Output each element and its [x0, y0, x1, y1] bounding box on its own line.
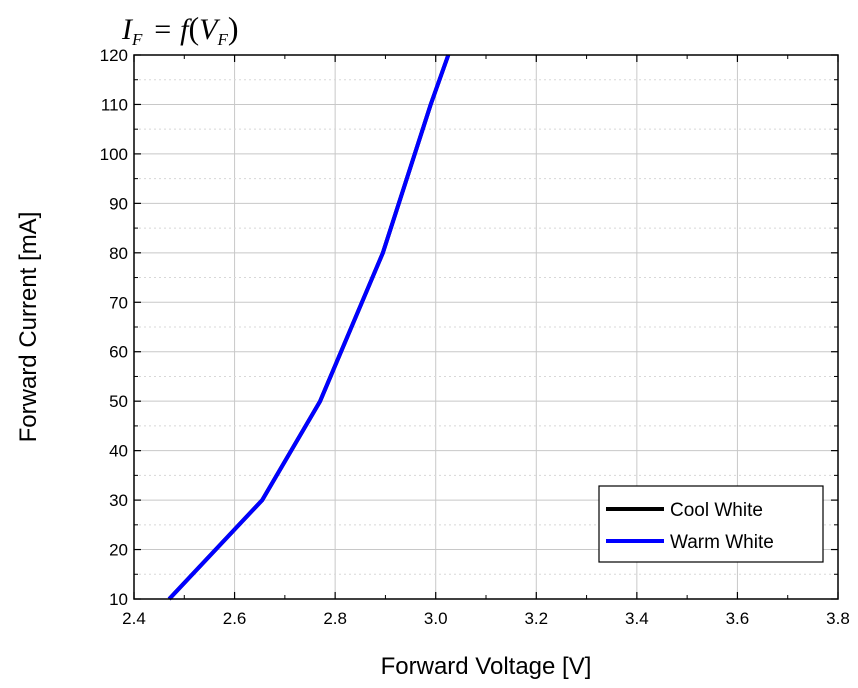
y-tick-label: 80: [109, 244, 128, 263]
formula-close: ): [228, 10, 239, 46]
tick-labels: 2.4 2.6 2.8 3.0 3.2 3.4 3.6 3.8 10 20 30 40 50 60 70 80…: [100, 46, 850, 628]
x-tick-label: 2.8: [323, 609, 347, 628]
svg-text:IF= f(VF): IF = f(VF): [121, 10, 239, 49]
formula-var: V: [199, 13, 221, 46]
y-tick-label: 40: [109, 442, 128, 461]
formula-lhs-sub: F: [131, 30, 143, 49]
x-axis-title: Forward Voltage [V]: [381, 653, 592, 680]
x-tick-label: 3.4: [625, 609, 649, 628]
y-tick-label: 70: [109, 293, 128, 312]
y-tick-label: 30: [109, 491, 128, 510]
x-tick-label: 3.6: [726, 609, 750, 628]
x-tick-label: 3.0: [424, 609, 448, 628]
x-tick-label: 3.2: [524, 609, 548, 628]
y-tick-label: 90: [109, 194, 128, 213]
y-tick-label: 110: [101, 95, 128, 114]
chart-title-formula: IF = f(VF): [121, 10, 239, 49]
series-line-cool-white: [167, 54, 451, 601]
axis-ticks: [133, 54, 839, 600]
formula-open: (: [188, 10, 199, 46]
y-tick-label: 20: [109, 541, 128, 560]
y-tick-label: 60: [109, 343, 128, 362]
y-tick-label: 120: [100, 46, 128, 65]
x-tick-label: 2.6: [223, 609, 247, 628]
legend-label-warm-white: Warm White: [670, 532, 774, 553]
formula-lhs: I: [121, 13, 134, 46]
y-tick-label: 10: [109, 590, 128, 609]
y-tick-label: 100: [100, 145, 128, 164]
legend-label-cool-white: Cool White: [670, 500, 763, 521]
legend-box: [598, 485, 824, 563]
x-tick-label: 3.8: [826, 609, 850, 628]
series-line-warm-white: [167, 54, 451, 601]
series-layer: [167, 54, 451, 601]
y-tick-label: 50: [109, 392, 128, 411]
legend: Cool White Warm White: [598, 485, 824, 563]
y-axis-title: Forward Current [mA]: [15, 212, 42, 443]
grid-lines: [134, 55, 838, 599]
formula-eq: = f: [152, 13, 192, 46]
x-tick-label: 2.4: [122, 609, 146, 628]
formula-var-sub: F: [216, 30, 228, 49]
